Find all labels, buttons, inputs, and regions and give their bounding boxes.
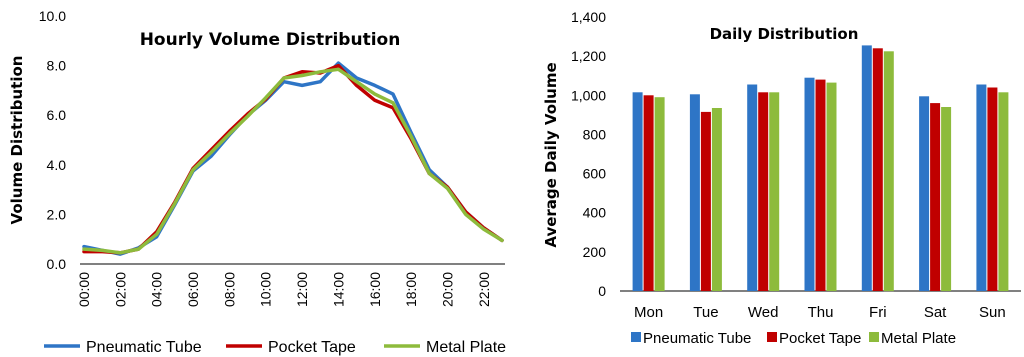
hourly-series-line-3 [82,67,504,255]
daily-bar-wed-2 [758,92,769,291]
daily-legend-swatch-2 [767,332,777,342]
daily-bar-thu-2 [815,79,826,291]
hourly-x-tick-label: 00:00 [76,272,92,307]
daily-y-tick-label: 400 [583,205,607,221]
daily-y-tick-label: 800 [583,126,607,142]
daily-bar-tue-1 [689,94,700,291]
daily-legend-label-3: Metal Plate [881,330,956,347]
daily-chart-y-axis-label: Average Daily Volume [542,62,560,247]
hourly-x-tick-label: 10:00 [258,272,274,307]
daily-x-tick-label: Fri [869,304,887,321]
daily-y-tick-label: 1,200 [571,48,606,64]
daily-x-tick-label: Mon [634,304,663,321]
hourly-y-tick-label: 8.0 [47,58,67,74]
daily-x-tick-label: Sat [924,304,947,321]
daily-distribution-chart: Average Daily Volume Daily Distribution … [542,9,1021,347]
daily-bar-mon-2 [643,95,654,291]
daily-bar-fri-3 [883,51,894,292]
hourly-y-tick-label: 4.0 [47,157,67,173]
daily-bar-tue-3 [711,108,722,291]
daily-bar-thu-1 [804,77,815,291]
daily-chart-title: Daily Distribution [710,25,859,43]
daily-bar-fri-1 [861,45,872,292]
daily-x-tick-label: Sun [979,304,1006,321]
hourly-x-tick-label: 08:00 [221,272,237,307]
hourly-chart-y-axis-label: Volume Distribution [8,56,26,225]
hourly-y-tick-label: 2.0 [47,206,67,222]
hourly-x-tick-label: 14:00 [330,272,346,307]
hourly-chart-title: Hourly Volume Distribution [140,30,401,50]
daily-bar-sat-3 [941,107,952,291]
daily-bar-wed-1 [747,84,758,291]
hourly-x-tick-label: 20:00 [439,272,455,307]
daily-y-tick-label: 1,400 [571,9,606,25]
daily-y-tick-label: 0 [598,283,606,299]
hourly-volume-chart: Volume Distribution Hourly Volume Distri… [8,8,506,356]
daily-x-tick-label: Thu [808,304,834,321]
hourly-series-line-2 [82,63,504,255]
daily-bar-fri-2 [872,48,883,291]
hourly-x-tick-label: 18:00 [403,272,419,307]
daily-bar-sun-2 [987,87,998,291]
daily-legend-swatch-1 [631,332,641,342]
hourly-legend-label-3: Metal Plate [426,339,506,356]
daily-bar-mon-1 [632,92,643,291]
daily-bar-mon-3 [654,97,665,291]
daily-x-tick-label: Tue [693,304,718,321]
hourly-x-tick-label: 06:00 [185,272,201,307]
daily-y-tick-label: 1,000 [571,87,606,103]
daily-bar-sat-1 [919,96,930,291]
daily-x-tick-label: Wed [748,304,779,321]
daily-y-tick-label: 600 [583,166,607,182]
daily-bar-wed-3 [769,92,780,291]
daily-bar-sun-1 [976,84,987,291]
hourly-y-tick-label: 0.0 [47,256,67,272]
hourly-legend-label-1: Pneumatic Tube [86,339,202,356]
daily-bar-sun-3 [998,92,1009,291]
daily-y-tick-label: 200 [583,244,607,260]
hourly-series-line-1 [82,61,504,256]
hourly-y-tick-label: 10.0 [39,8,66,24]
hourly-legend-label-2: Pocket Tape [268,339,356,356]
daily-bar-thu-3 [826,82,837,291]
daily-legend-swatch-3 [869,332,879,342]
daily-bar-tue-2 [700,111,711,292]
daily-bar-sat-2 [930,103,941,291]
hourly-x-tick-label: 02:00 [112,272,128,307]
daily-legend-label-2: Pocket Tape [779,330,861,347]
daily-legend-label-1: Pneumatic Tube [643,330,751,347]
hourly-y-tick-label: 6.0 [47,107,67,123]
hourly-x-tick-label: 04:00 [149,272,165,307]
hourly-x-tick-label: 16:00 [367,272,383,307]
hourly-x-tick-label: 12:00 [294,272,310,307]
hourly-x-tick-label: 22:00 [476,272,492,307]
